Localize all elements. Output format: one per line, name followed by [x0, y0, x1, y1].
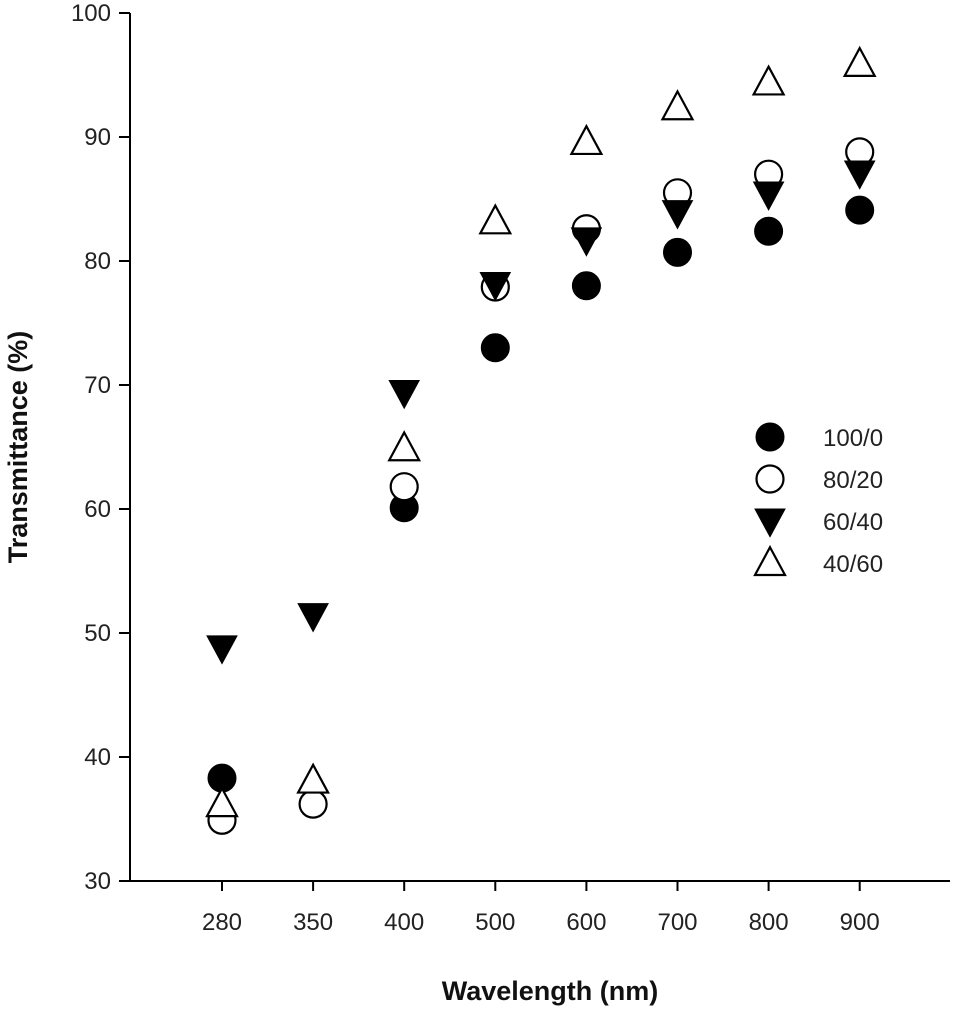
legend-label-80-20: 80/20 — [823, 467, 883, 494]
marker-60-40 — [388, 379, 421, 410]
legend-label-100-0: 100/0 — [823, 425, 883, 452]
y-tick-label: 40 — [84, 744, 111, 771]
y-tick-label: 100 — [71, 0, 111, 27]
legend-marker-60-40 — [754, 508, 786, 538]
marker-60-40 — [206, 635, 238, 665]
marker-60-40 — [570, 227, 603, 257]
x-tick-label: 400 — [384, 909, 424, 936]
x-tick-label: 500 — [475, 909, 515, 936]
legend-marker-100-0 — [755, 422, 785, 452]
marker-40-60 — [205, 786, 239, 818]
legend-marker-40-60 — [753, 544, 787, 577]
marker-60-40 — [752, 181, 785, 211]
y-tick-label: 50 — [84, 620, 111, 647]
x-tick-label: 350 — [293, 909, 333, 936]
x-tick-label: 600 — [566, 909, 606, 936]
marker-60-40 — [297, 603, 329, 633]
marker-40-60 — [660, 89, 695, 121]
legend: 100/0 80/20 60/40 40/60 — [753, 422, 883, 578]
marker-100-0 — [663, 237, 692, 267]
y-ticks: 30 40 50 60 70 80 90 100 — [71, 0, 130, 895]
y-tick-label: 70 — [84, 372, 111, 399]
marker-80-20 — [298, 789, 328, 819]
legend-label-60-40: 60/40 — [823, 509, 883, 536]
marker-60-40 — [479, 272, 512, 302]
marker-60-40 — [661, 200, 694, 230]
marker-100-0 — [571, 271, 601, 301]
legend-label-40-60: 40/60 — [823, 551, 883, 578]
x-tick-label: 700 — [657, 909, 697, 936]
marker-100-0 — [845, 195, 875, 225]
marker-40-60 — [387, 430, 422, 462]
y-tick-label: 90 — [84, 124, 111, 151]
y-tick-label: 80 — [84, 248, 111, 275]
x-tick-label: 800 — [749, 909, 789, 936]
marker-40-60 — [751, 64, 786, 96]
marker-40-60 — [569, 123, 604, 156]
marker-40-60 — [296, 762, 330, 794]
marker-100-0 — [480, 333, 510, 363]
marker-40-60 — [478, 203, 513, 235]
x-tick-label: 900 — [840, 909, 880, 936]
marker-80-20 — [389, 472, 419, 502]
marker-40-60 — [842, 45, 877, 77]
y-axis-title: Transmittance (%) — [3, 331, 33, 564]
x-axis-title: Wavelength (nm) — [442, 976, 659, 1006]
x-ticks: 280 350 400 500 600 700 800 900 — [202, 881, 880, 936]
marker-100-0 — [754, 216, 784, 246]
data-markers — [205, 45, 877, 835]
y-tick-label: 60 — [84, 496, 111, 523]
y-tick-label: 30 — [84, 868, 111, 895]
legend-marker-80-20 — [755, 464, 785, 494]
x-tick-label: 280 — [202, 909, 242, 936]
marker-60-40 — [843, 160, 876, 190]
